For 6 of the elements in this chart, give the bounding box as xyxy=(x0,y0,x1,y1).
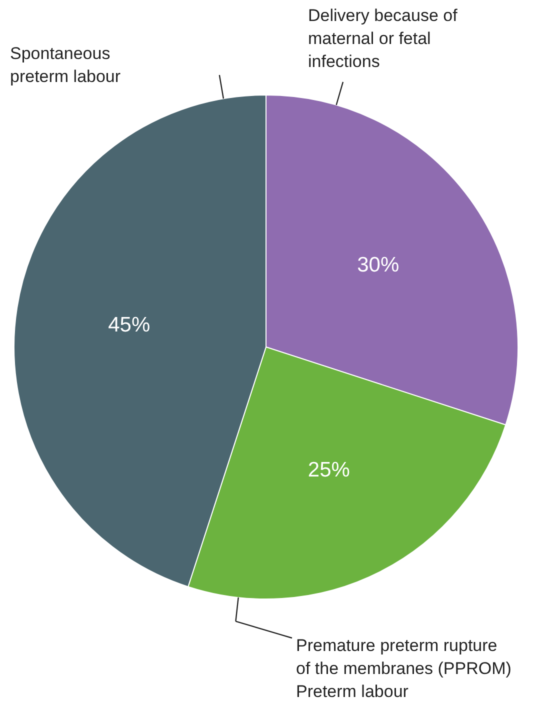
data-label: 25% xyxy=(308,458,350,482)
slice-label: Spontaneous preterm labour xyxy=(10,44,121,86)
slice-label: Delivery because of maternal or fetal infections xyxy=(308,6,458,71)
data-label: 45% xyxy=(108,313,150,336)
slice-label: Premature preterm rupture of the membranes (PPROM) Preterm labour xyxy=(296,636,512,701)
data-label: 30% xyxy=(357,254,400,277)
